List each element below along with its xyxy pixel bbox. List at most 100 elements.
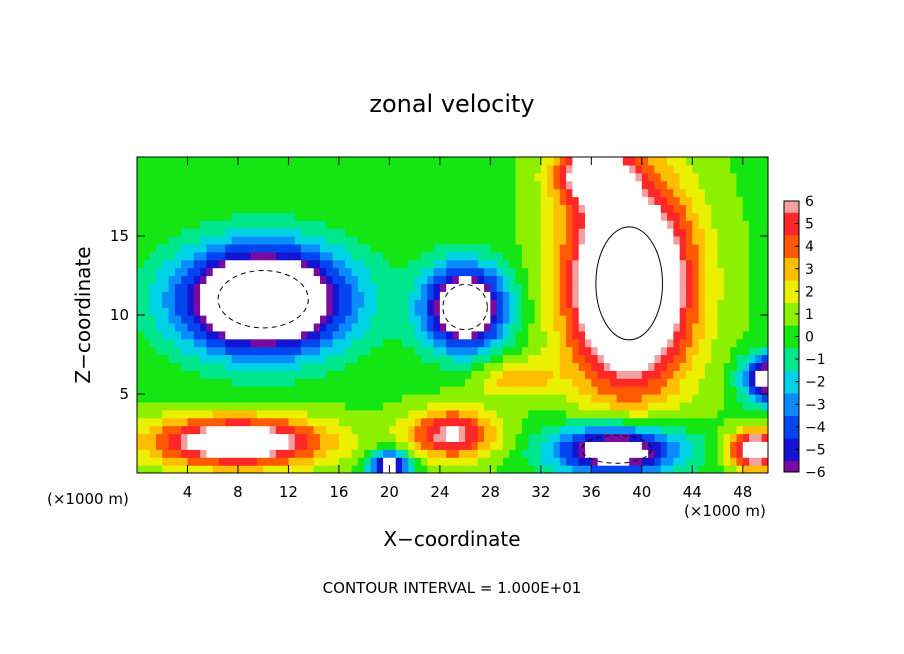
heatmap-cell [162,433,170,442]
heatmap-cell [288,338,296,348]
heatmap-cell [591,291,599,300]
heatmap-cell [723,378,731,387]
heatmap-cell [408,378,416,387]
heatmap-cell [206,188,214,198]
heatmap-cell [389,228,397,237]
heatmap-cell [471,346,479,356]
heatmap-cell [269,204,277,213]
heatmap-cell [143,164,151,174]
heatmap-cell [528,212,536,221]
heatmap-cell [319,394,327,403]
heatmap-cell [698,409,706,419]
heatmap-cell [282,457,290,466]
heatmap-cell [319,322,327,332]
heatmap-cell [648,251,656,261]
heatmap-cell [200,362,208,371]
heatmap-cell [704,212,712,221]
heatmap-cell [319,275,327,284]
heatmap-cell [566,330,573,340]
heatmap-cell [364,267,372,277]
heatmap-cell [225,307,233,316]
heatmap-cell [301,291,308,300]
heatmap-cell [496,378,504,387]
heatmap-cell [168,196,176,205]
heatmap-cell [692,354,700,363]
heatmap-cell [137,465,144,473]
heatmap-cell [288,394,296,403]
heatmap-cell [294,315,302,324]
heatmap-cell [648,441,656,450]
heatmap-cell [332,330,340,340]
heatmap-cell [572,196,580,205]
heatmap-cell [749,465,756,473]
heatmap-cell [414,164,422,174]
heatmap-cell [408,236,416,245]
heatmap-cell [717,370,725,379]
heatmap-cell [622,417,630,427]
heatmap-cell [181,291,189,300]
heatmap-cell [244,330,252,340]
heatmap-cell [471,212,479,221]
heatmap-cell [635,267,643,277]
heatmap-cell [559,251,567,261]
heatmap-cell [736,394,744,403]
heatmap-cell [629,267,637,277]
heatmap-cell [458,291,466,300]
heatmap-cell [231,164,239,174]
heatmap-cell [193,457,201,466]
heatmap-cell [572,378,580,387]
heatmap-cell [219,157,226,166]
heatmap-cell [749,315,756,324]
heatmap-cell [282,417,290,427]
heatmap-cell [282,236,290,245]
heatmap-cell [200,322,208,332]
heatmap-cell [742,267,750,277]
heatmap-cell [294,346,302,356]
heatmap-cell [717,330,725,340]
heatmap-cell [212,283,220,292]
heatmap-cell [168,401,176,411]
heatmap-cell [225,315,233,324]
heatmap-cell [553,259,561,269]
heatmap-cell [597,394,605,403]
heatmap-cell [143,220,151,229]
heatmap-cell [364,465,372,473]
heatmap-cell [509,401,517,411]
heatmap-cell [288,220,296,229]
heatmap-cell [200,394,208,403]
heatmap-cell [439,291,447,300]
heatmap-cell [427,188,435,198]
heatmap-cell [458,196,466,205]
heatmap-cell [282,386,290,395]
heatmap-cell [673,449,681,458]
heatmap-cell [263,315,271,324]
heatmap-cell [648,212,656,221]
heatmap-cell [370,243,378,253]
heatmap-cell [181,220,189,229]
heatmap-cell [723,322,731,332]
heatmap-cell [389,220,397,229]
heatmap-cell [143,212,151,221]
heatmap-cell [282,433,290,442]
heatmap-cell [168,409,176,419]
heatmap-cell [402,346,409,356]
heatmap-cell [553,394,561,403]
heatmap-cell [572,401,580,411]
heatmap-cell [269,291,277,300]
heatmap-cell [465,212,473,221]
heatmap-cell [490,338,498,348]
heatmap-cell [225,394,233,403]
heatmap-cell [749,299,756,308]
heatmap-cell [648,378,656,387]
heatmap-cell [149,338,157,348]
heatmap-cell [521,330,529,340]
heatmap-cell [610,425,618,435]
heatmap-cell [395,409,403,419]
heatmap-cell [685,157,693,166]
heatmap-cell [345,433,353,442]
heatmap-cell [667,259,674,269]
heatmap-cell [667,164,674,174]
heatmap-cell [635,307,643,316]
heatmap-cell [162,449,170,458]
heatmap-cell [345,338,353,348]
